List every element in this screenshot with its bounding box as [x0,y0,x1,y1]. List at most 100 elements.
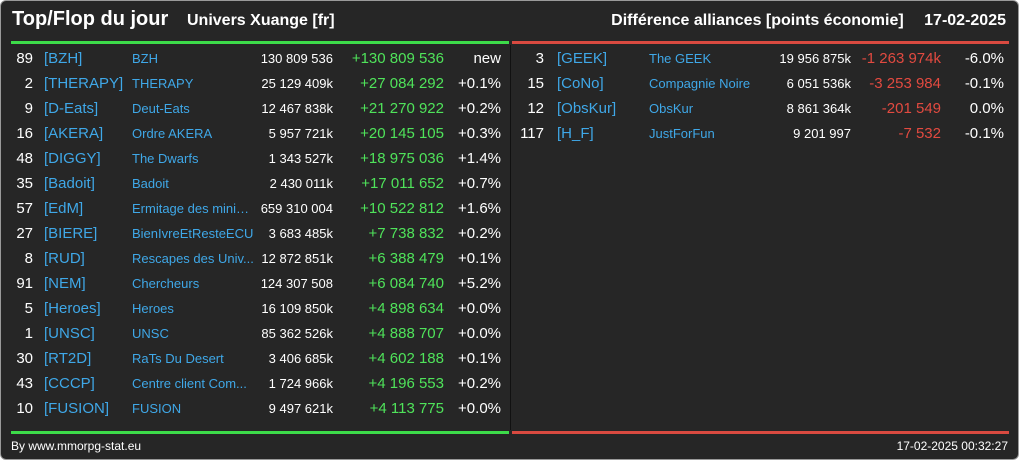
alliance-tag-link[interactable]: [BZH] [44,46,129,71]
top-losers-panel: 3 [GEEK] The GEEK 19 956 875k -1 263 974k -6.… [512,46,1009,428]
alliance-name-link[interactable]: BienIvreEtResteECU [132,221,256,246]
difference-cell: +7 738 832 [333,221,444,246]
flop-row: 15 [CoNo] Compagnie Noire 6 051 536k -3 253 … [512,71,1009,96]
flop-row: 12 [ObsKur] ObsKur 8 861 364k -201 549 0.0% [512,96,1009,121]
total-points-cell: 2 430 011k [251,171,333,196]
difference-cell: -7 532 [851,121,941,146]
alliance-name-link[interactable]: RaTs Du Desert [132,346,256,371]
alliance-tag-link[interactable]: [THERAPY] [44,71,129,96]
top-row: 48 [DIGGY] The Dwarfs 1 343 527k +18 975 036… [11,146,509,171]
top-row: 1 [UNSC] UNSC 85 362 526k +4 888 707 +0.0% [11,321,509,346]
percent-change-cell: +0.7% [444,171,501,196]
alliance-name-link[interactable]: Heroes [132,296,256,321]
alliance-tag-link[interactable]: [H_F] [557,121,642,146]
flop-row: 117 [H_F] JustForFun 9 201 997 -7 532 -0.1% [512,121,1009,146]
report-date: 17-02-2025 [924,12,1006,29]
alliance-tag-link[interactable]: [BIERE] [44,221,129,246]
alliance-tag-link[interactable]: [AKERA] [44,121,129,146]
alliance-tag-link[interactable]: [NEM] [44,271,129,296]
total-points-cell: 3 683 485k [251,221,333,246]
alliance-tag-link[interactable]: [DIGGY] [44,146,129,171]
percent-change-cell: +1.6% [444,196,501,221]
difference-cell: +6 388 479 [333,246,444,271]
alliance-tag-link[interactable]: [EdM] [44,196,129,221]
top-row: 10 [FUSION] FUSION 9 497 621k +4 113 775 +0.0… [11,396,509,421]
rank-cell: 16 [11,121,33,146]
alliance-name-link[interactable]: Compagnie Noire [649,71,773,96]
alliance-tag-link[interactable]: [GEEK] [557,46,642,71]
alliance-name-link[interactable]: The Dwarfs [132,146,256,171]
total-points-cell: 8 861 364k [762,96,851,121]
total-points-cell: 6 051 536k [762,71,851,96]
alliance-tag-link[interactable]: [UNSC] [44,321,129,346]
difference-cell: +18 975 036 [333,146,444,171]
difference-cell: +4 888 707 [333,321,444,346]
flop-header-line [512,41,1009,44]
alliance-name-link[interactable]: BZH [132,46,256,71]
rank-cell: 5 [11,296,33,321]
header-right: Différence alliances [points économie] 1… [611,12,1006,30]
source-credit: By www.mmorpg-stat.eu [11,439,141,453]
alliance-name-link[interactable]: Ermitage des minier... [132,196,256,221]
difference-cell: +21 270 922 [333,96,444,121]
alliance-tag-link[interactable]: [RT2D] [44,346,129,371]
difference-cell: +4 196 553 [333,371,444,396]
metric-label: Différence alliances [points économie] [611,12,904,29]
alliance-name-link[interactable]: Rescapes des Univ... [132,246,256,271]
top-row: 9 [D-Eats] Deut-Eats 12 467 838k +21 270 922… [11,96,509,121]
rank-cell: 12 [512,96,544,121]
alliance-tag-link[interactable]: [CCCP] [44,371,129,396]
rank-cell: 30 [11,346,33,371]
difference-cell: +27 084 292 [333,71,444,96]
top-row: 57 [EdM] Ermitage des minier... 659 310 004… [11,196,509,221]
top-row: 16 [AKERA] Ordre AKERA 5 957 721k +20 145 10… [11,121,509,146]
top-row: 30 [RT2D] RaTs Du Desert 3 406 685k +4 602 1… [11,346,509,371]
total-points-cell: 124 307 508 [251,271,333,296]
total-points-cell: 9 201 997 [762,121,851,146]
alliance-name-link[interactable]: ObsKur [649,96,773,121]
top-row: 27 [BIERE] BienIvreEtResteECU 3 683 485k +7 … [11,221,509,246]
generated-timestamp: 17-02-2025 00:32:27 [897,439,1008,453]
alliance-tag-link[interactable]: [FUSION] [44,396,129,421]
percent-change-cell: +0.3% [444,121,501,146]
alliance-name-link[interactable]: Badoit [132,171,256,196]
alliance-tag-link[interactable]: [Heroes] [44,296,129,321]
percent-change-cell: +1.4% [444,146,501,171]
top-gainers-panel: 89 [BZH] BZH 130 809 536 +130 809 536 new 2 [TH… [11,46,509,428]
alliance-tag-link[interactable]: [ObsKur] [557,96,642,121]
rank-cell: 35 [11,171,33,196]
percent-change-cell: +0.0% [444,296,501,321]
total-points-cell: 1 724 966k [251,371,333,396]
alliance-name-link[interactable]: The GEEK [649,46,773,71]
alliance-name-link[interactable]: Deut-Eats [132,96,256,121]
difference-cell: +4 602 188 [333,346,444,371]
alliance-name-link[interactable]: UNSC [132,321,256,346]
alliance-name-link[interactable]: Ordre AKERA [132,121,256,146]
percent-change-cell: +0.1% [444,71,501,96]
top-flop-card: Top/Flop du jour Univers Xuange [fr] Dif… [0,0,1019,460]
rank-cell: 1 [11,321,33,346]
percent-change-cell: +0.2% [444,96,501,121]
top-row: 5 [Heroes] Heroes 16 109 850k +4 898 634 +0.0… [11,296,509,321]
server-name: Univers Xuange [fr] [187,12,335,30]
alliance-tag-link[interactable]: [D-Eats] [44,96,129,121]
percent-change-cell: +0.2% [444,221,501,246]
total-points-cell: 16 109 850k [251,296,333,321]
alliance-name-link[interactable]: JustForFun [649,121,773,146]
top-row: 8 [RUD] Rescapes des Univ... 12 872 851k +6 … [11,246,509,271]
total-points-cell: 659 310 004 [251,196,333,221]
alliance-tag-link[interactable]: [CoNo] [557,71,642,96]
total-points-cell: 12 872 851k [251,246,333,271]
alliance-name-link[interactable]: Chercheurs [132,271,256,296]
alliance-name-link[interactable]: THERAPY [132,71,256,96]
rank-cell: 48 [11,146,33,171]
percent-change-cell: +5.2% [444,271,501,296]
difference-cell: +4 898 634 [333,296,444,321]
alliance-name-link[interactable]: Centre client Com... [132,371,256,396]
alliance-tag-link[interactable]: [RUD] [44,246,129,271]
alliance-tag-link[interactable]: [Badoit] [44,171,129,196]
alliance-name-link[interactable]: FUSION [132,396,256,421]
total-points-cell: 19 956 875k [762,46,851,71]
percent-change-cell: -0.1% [941,121,1004,146]
top-footer-line [11,431,509,434]
